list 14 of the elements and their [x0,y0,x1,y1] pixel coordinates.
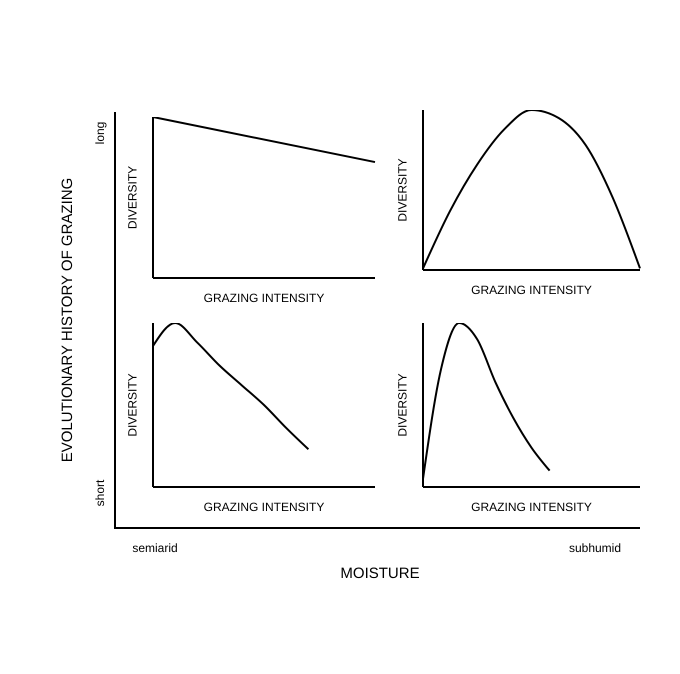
x-axis-title: GRAZING INTENSITY [471,500,592,514]
x-axis-title: GRAZING INTENSITY [471,283,592,297]
text: EVOLUTIONARY HISTORY OF GRAZING [59,178,76,462]
y-axis-title: DIVERSITY [395,373,410,437]
annotation: long [93,122,107,144]
text: MOISTURE [340,565,420,582]
y-axis-title: DIVERSITY [125,373,140,437]
x-axis-title: GRAZING INTENSITY [204,500,324,514]
y-axis-title: DIVERSITY [125,166,140,230]
text: subhumid [568,541,622,555]
x-axis-title: GRAZING INTENSITY [204,291,324,305]
text: short [93,479,107,506]
y-axis-title: DIVERSITY [395,158,410,222]
text: semiarid [132,541,178,555]
